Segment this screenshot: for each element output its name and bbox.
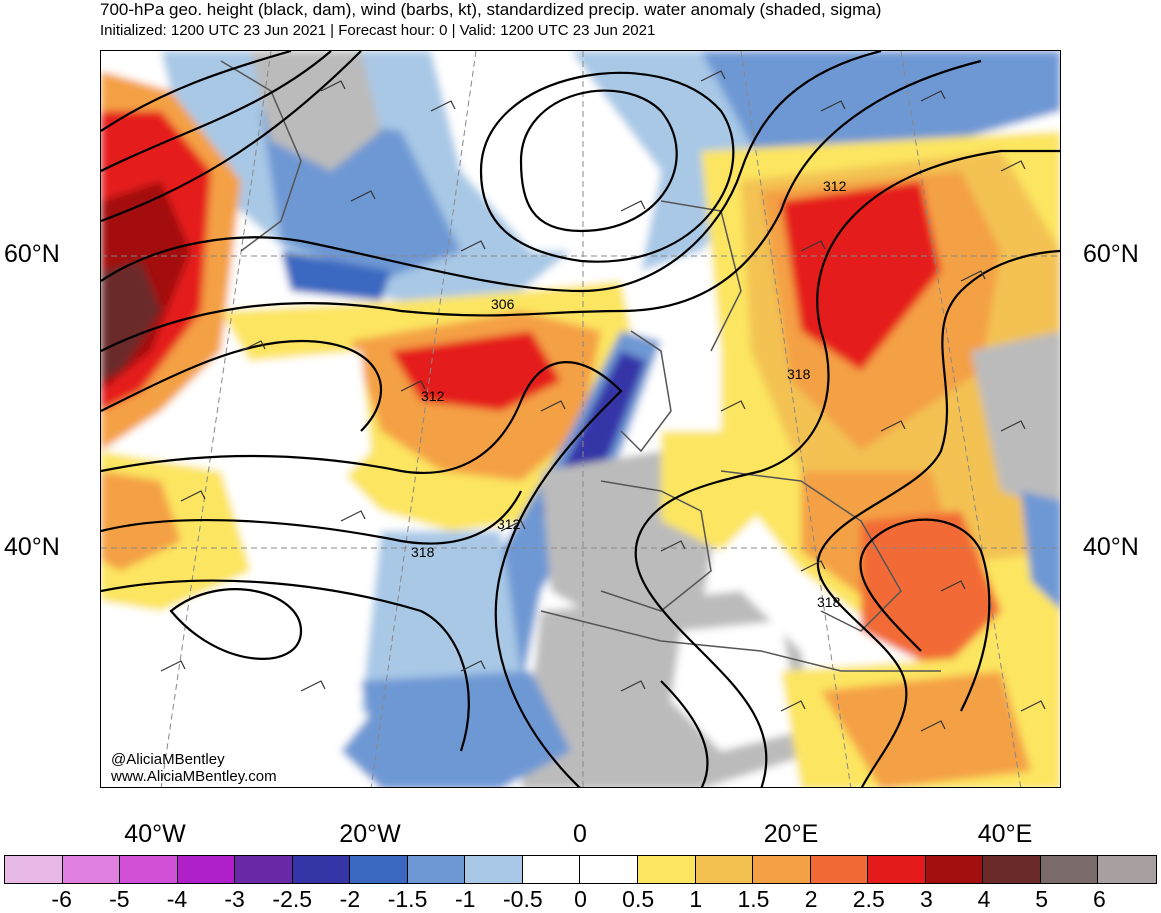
colorbar-tick-label: 2 [804, 886, 818, 912]
map-panel: 306 312 312 312 318 318 318 [100, 50, 1061, 788]
lon-label-0: 0 [573, 820, 587, 848]
colorbar-swatch [983, 856, 1041, 883]
contour-label-318-europe: 318 [787, 366, 811, 382]
contour-label-318-west: 318 [411, 544, 435, 560]
graticule [101, 51, 1060, 787]
colorbar-tick-label: 2.5 [852, 886, 885, 912]
contour-label-312-west: 312 [421, 388, 445, 404]
colorbar-tick-label: 0.5 [622, 886, 655, 912]
colorbar-tick-label: -0.5 [503, 886, 543, 912]
colorbar-swatch [522, 856, 581, 883]
contour-label-312-iberia: 312 [497, 516, 521, 532]
colorbar-tick-label: 6 [1092, 886, 1106, 912]
colorbar-tick-label: 5 [1035, 886, 1049, 912]
wind-barbs [160, 70, 1046, 732]
colorbar-tick-label: 1.5 [737, 886, 770, 912]
lon-label-20w: 20°W [339, 820, 401, 848]
colorbar-tick-label: -4 [166, 886, 188, 912]
lon-label-40e: 40°E [977, 820, 1033, 848]
colorbar-swatch [810, 856, 869, 883]
lat-label-60n-right: 60°N [1083, 240, 1139, 268]
colorbar-tick-label: -2 [339, 886, 361, 912]
colorbar [4, 855, 1157, 884]
colorbar-swatch [638, 856, 696, 883]
colorbar-swatch [407, 856, 466, 883]
watermark-url: www.AliciaMBentley.com [111, 768, 277, 785]
colorbar-tick-label: -1.5 [387, 886, 428, 912]
colorbar-swatch [1040, 856, 1099, 883]
colorbar-tick-label: 4 [977, 886, 991, 912]
colorbar-swatch [292, 856, 351, 883]
colorbar-tick-label: 0 [574, 886, 587, 912]
colorbar-swatch [5, 856, 63, 883]
lat-label-40n-right: 40°N [1083, 533, 1139, 561]
colorbar-swatch [235, 856, 293, 883]
anomaly-shading [101, 51, 1060, 787]
colorbar-swatch [1098, 856, 1156, 883]
colorbar-swatch [695, 856, 754, 883]
map-graphic: 306 312 312 312 318 318 318 [101, 51, 1060, 787]
map-title: 700-hPa geo. height (black, dam), wind (… [100, 0, 882, 19]
colorbar-tick-label: -6 [51, 886, 72, 912]
map-subtitle: Initialized: 1200 UTC 23 Jun 2021 | Fore… [100, 22, 656, 39]
contour-label-312-north: 312 [823, 178, 847, 194]
height-contours [101, 51, 1060, 787]
watermark-handle: @AliciaMBentley [111, 751, 225, 768]
colorbar-swatch [62, 856, 121, 883]
lat-label-40n-left: 40°N [4, 533, 60, 561]
lat-label-60n-left: 60°N [4, 240, 60, 268]
colorbar-tick-label: -5 [109, 886, 130, 912]
coastlines [220, 60, 941, 672]
contour-label-318-balkans: 318 [817, 594, 841, 610]
colorbar-swatch [120, 856, 178, 883]
contour-labels: 306 312 312 312 318 318 318 [411, 178, 847, 610]
colorbar-tick-label: 1 [689, 886, 703, 912]
watermark: @AliciaMBentley www.AliciaMBentley.com [111, 751, 277, 785]
colorbar-tick-label: -1 [454, 886, 476, 912]
colorbar-swatch [580, 856, 639, 883]
colorbar-swatch [177, 856, 236, 883]
colorbar-swatch [465, 856, 523, 883]
lon-label-40w: 40°W [124, 820, 186, 848]
colorbar-swatch [350, 856, 408, 883]
colorbar-tick-label: 3 [919, 886, 933, 912]
colorbar-swatch [925, 856, 984, 883]
colorbar-swatch [868, 856, 926, 883]
lon-label-20e: 20°E [763, 820, 819, 848]
contour-label-306: 306 [491, 296, 515, 312]
colorbar-tick-label: -2.5 [272, 886, 313, 912]
colorbar-swatch [753, 856, 811, 883]
colorbar-tick-label: -3 [224, 886, 245, 912]
